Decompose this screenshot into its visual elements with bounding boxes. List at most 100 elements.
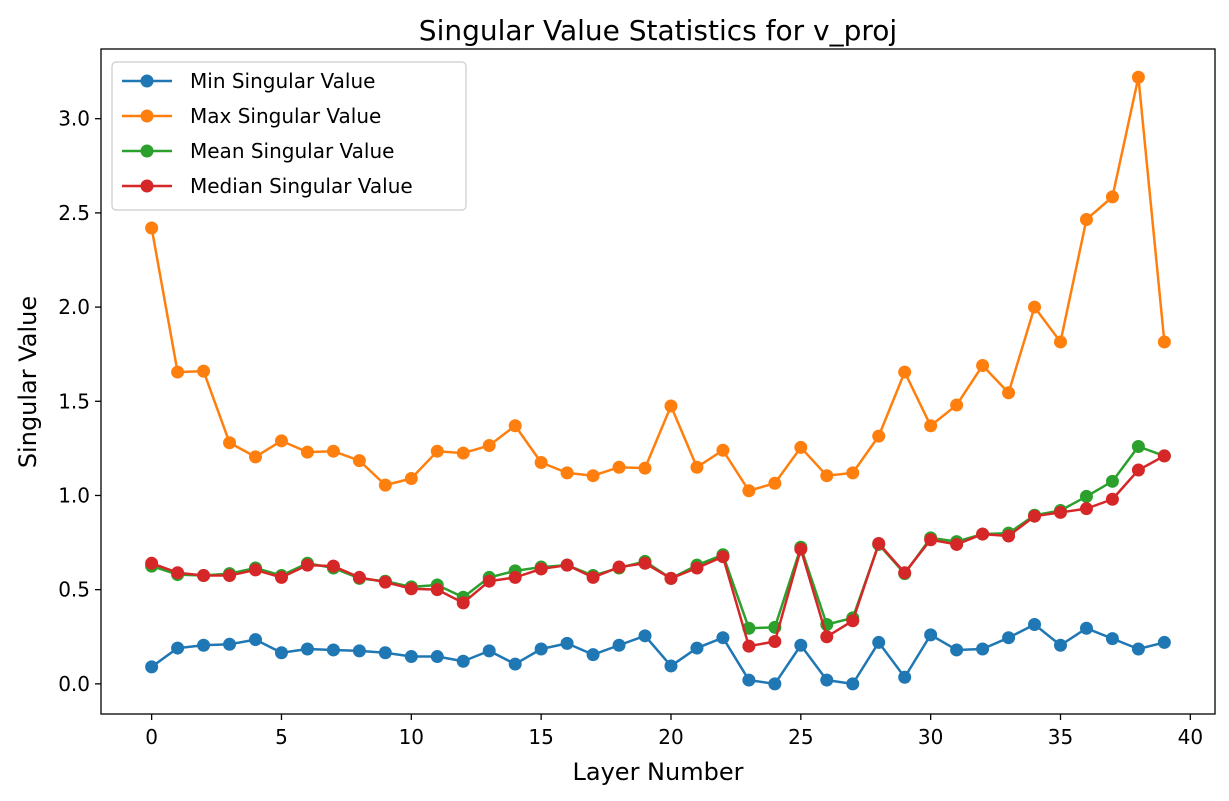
series-layer <box>145 70 1171 691</box>
data-point <box>274 434 288 448</box>
data-point <box>690 460 704 474</box>
data-point <box>404 650 418 664</box>
y-axis: 0.0 0.5 1.0 1.5 2.0 2.5 3.0 <box>58 107 101 696</box>
data-point <box>1002 529 1016 543</box>
data-point <box>430 444 444 458</box>
y-tick-label: 0.0 <box>58 672 90 696</box>
legend: Min Singular Value Max Singular Value Mean… <box>111 61 467 211</box>
data-point <box>664 659 678 673</box>
legend-entries: Min Singular Value Max Singular Value Mean… <box>122 69 413 198</box>
legend-label: Max Singular Value <box>190 104 381 128</box>
data-point <box>924 419 938 433</box>
data-point <box>768 476 782 490</box>
data-point <box>1002 386 1016 400</box>
plot-area <box>100 48 1216 715</box>
data-point <box>352 644 366 658</box>
y-axis-label: Singular Value <box>14 296 42 468</box>
legend-entry: Mean Singular Value <box>122 139 394 163</box>
data-point <box>197 569 211 583</box>
data-point <box>794 440 808 454</box>
data-point <box>768 634 782 648</box>
data-point <box>378 478 392 492</box>
data-point <box>690 561 704 575</box>
data-point <box>223 569 237 583</box>
data-point <box>1105 632 1119 646</box>
data-point <box>430 583 444 597</box>
data-point <box>586 570 600 584</box>
x-tick-label: 5 <box>275 725 288 749</box>
data-point <box>638 461 652 475</box>
data-point <box>976 642 990 656</box>
data-point <box>378 646 392 660</box>
data-point <box>249 563 263 577</box>
data-point <box>456 446 470 460</box>
data-point <box>716 631 730 645</box>
data-point <box>768 677 782 691</box>
legend-entry: Median Singular Value <box>122 174 413 198</box>
data-point <box>846 677 860 691</box>
data-point <box>300 445 314 459</box>
data-point <box>586 648 600 662</box>
data-point <box>1131 439 1145 453</box>
chart-title: Singular Value Statistics for v_proj <box>419 14 897 47</box>
data-point <box>1002 631 1016 645</box>
data-point <box>1105 492 1119 506</box>
data-point <box>742 673 756 687</box>
data-point <box>223 436 237 450</box>
data-point <box>872 635 886 649</box>
x-tick-label: 30 <box>918 725 943 749</box>
y-tick-label: 2.0 <box>58 295 90 319</box>
data-point <box>950 537 964 551</box>
data-point <box>1131 642 1145 656</box>
series-line <box>150 76 1166 493</box>
data-point <box>145 221 159 235</box>
data-point <box>612 638 626 652</box>
data-point <box>872 429 886 443</box>
data-point <box>534 562 548 576</box>
data-point <box>924 533 938 547</box>
data-point <box>794 638 808 652</box>
data-point <box>1131 70 1145 84</box>
data-point <box>664 399 678 413</box>
data-point <box>742 484 756 498</box>
data-point <box>456 596 470 610</box>
y-tick-label: 1.5 <box>58 389 90 413</box>
data-point <box>534 642 548 656</box>
data-point <box>898 566 912 580</box>
data-point <box>950 398 964 412</box>
data-point <box>1105 190 1119 204</box>
data-point <box>404 472 418 486</box>
data-point <box>612 460 626 474</box>
data-point <box>1053 335 1067 349</box>
data-point <box>1053 505 1067 519</box>
data-point <box>664 571 678 585</box>
data-point <box>197 638 211 652</box>
data-point <box>482 644 496 658</box>
y-tick-label: 2.5 <box>58 201 90 225</box>
plot-frame <box>100 48 1216 715</box>
data-point <box>1157 335 1171 349</box>
data-point <box>872 537 886 551</box>
data-point <box>716 443 730 457</box>
data-point <box>171 566 185 580</box>
data-point <box>326 643 340 657</box>
data-point <box>742 639 756 653</box>
data-point <box>1053 638 1067 652</box>
x-tick-label: 0 <box>145 725 158 749</box>
data-point <box>586 469 600 483</box>
series-1 <box>145 618 1171 691</box>
data-point <box>820 673 834 687</box>
y-tick-label: 3.0 <box>58 107 90 131</box>
data-point <box>716 550 730 564</box>
data-point <box>145 556 159 570</box>
data-point <box>223 637 237 651</box>
series-4 <box>145 449 1171 653</box>
data-point <box>197 364 211 378</box>
data-point <box>326 559 340 573</box>
data-point <box>1079 621 1093 635</box>
x-tick-label: 25 <box>788 725 813 749</box>
data-point <box>1105 474 1119 488</box>
data-point <box>274 646 288 660</box>
series-line <box>150 623 1165 686</box>
